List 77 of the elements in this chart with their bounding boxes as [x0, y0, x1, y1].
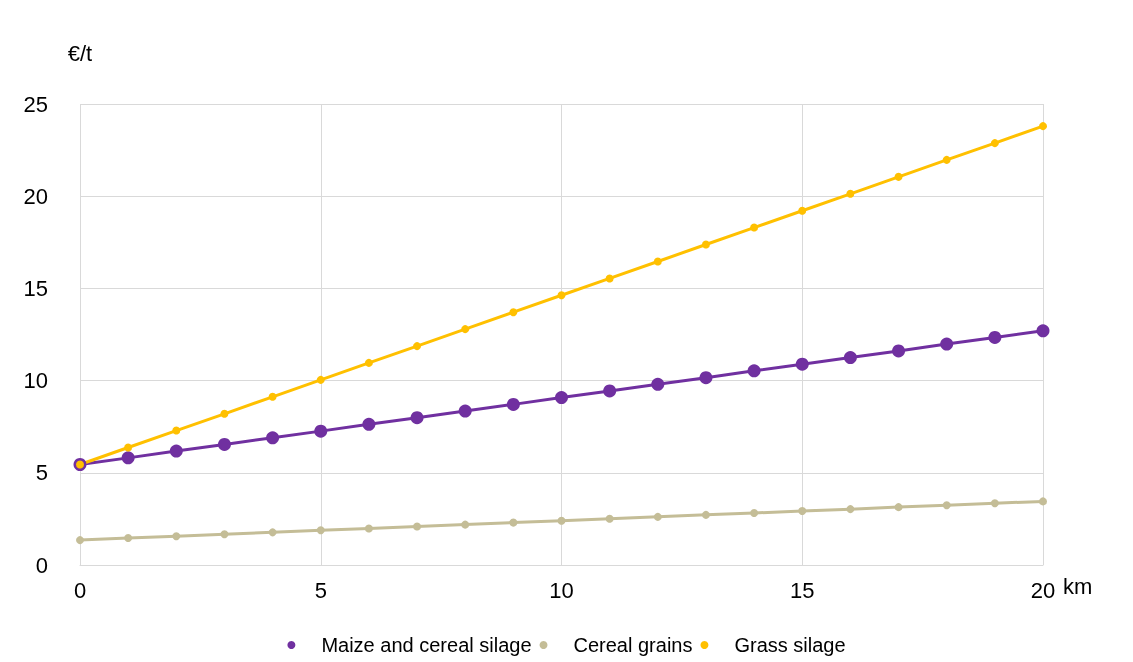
point — [266, 431, 280, 445]
point — [843, 351, 857, 365]
point — [750, 223, 759, 232]
point — [364, 358, 373, 367]
y-axis-title: €/t — [67, 40, 93, 66]
point — [557, 291, 566, 300]
point — [124, 443, 133, 452]
point — [268, 528, 277, 537]
point — [461, 520, 470, 529]
point — [1036, 324, 1050, 338]
point — [121, 451, 135, 465]
point — [846, 189, 855, 198]
legend-label: Maize and cereal silage — [321, 634, 532, 656]
point — [990, 139, 999, 148]
point — [555, 391, 568, 405]
x-tick-label: 20 — [1030, 577, 1056, 603]
point — [605, 274, 614, 283]
point — [701, 240, 710, 249]
y-tick-label: 10 — [23, 368, 48, 394]
point — [509, 518, 518, 527]
point — [314, 424, 328, 438]
point — [268, 392, 277, 401]
y-tick-label: 5 — [35, 460, 48, 486]
point — [458, 404, 472, 418]
point — [76, 536, 84, 545]
point — [942, 501, 951, 510]
point — [651, 377, 665, 391]
y-tick-label: 0 — [35, 552, 48, 578]
point — [169, 444, 183, 458]
point — [413, 342, 422, 351]
y-tick-label: 20 — [23, 183, 48, 209]
point — [750, 509, 759, 517]
point — [220, 530, 229, 539]
point — [461, 325, 470, 334]
point — [316, 526, 325, 535]
point — [942, 155, 951, 164]
point — [316, 375, 325, 384]
point — [217, 437, 231, 451]
point — [653, 257, 662, 266]
point — [220, 409, 229, 418]
point — [990, 499, 999, 508]
y-tick-label: 25 — [23, 91, 48, 117]
point — [124, 534, 133, 543]
point — [894, 503, 903, 512]
legend-label: Cereal grains — [573, 634, 693, 656]
point — [603, 384, 617, 398]
x-tick-label: 15 — [790, 577, 815, 603]
point — [798, 206, 807, 215]
point — [557, 516, 566, 525]
point — [699, 371, 713, 385]
point — [892, 344, 906, 358]
point — [653, 512, 662, 521]
point — [605, 514, 614, 523]
point — [894, 172, 903, 181]
legend-label: Grass silage — [734, 634, 846, 656]
x-tick-label: 0 — [73, 577, 87, 603]
point — [410, 411, 424, 425]
point — [795, 357, 809, 371]
point — [846, 505, 855, 514]
point — [172, 426, 181, 435]
point — [506, 397, 520, 411]
point — [747, 364, 761, 378]
point — [1039, 497, 1047, 506]
point — [413, 522, 422, 531]
point — [988, 330, 1002, 344]
point — [362, 417, 376, 431]
point — [940, 337, 954, 351]
point — [798, 506, 807, 515]
point — [701, 510, 710, 519]
point — [1039, 122, 1047, 131]
x-tick-label: 5 — [314, 577, 327, 603]
x-axis-title: km — [1063, 573, 1093, 599]
point — [509, 308, 518, 317]
x-tick-label: 10 — [549, 577, 574, 603]
y-tick-label: 15 — [23, 275, 48, 301]
point — [364, 524, 373, 533]
point — [172, 532, 181, 541]
